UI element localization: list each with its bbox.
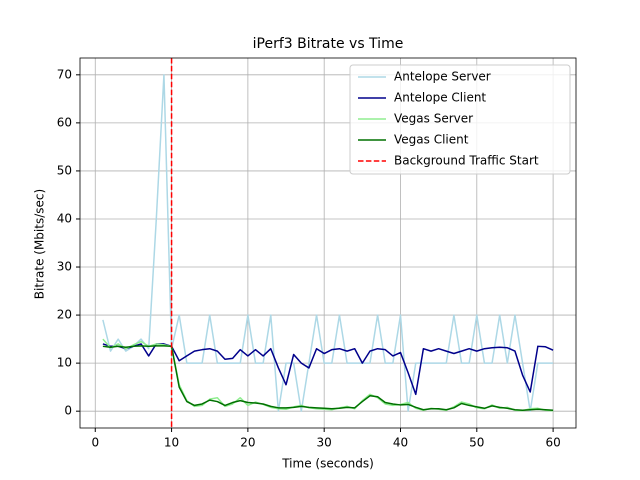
legend-label: Background Traffic Start — [394, 154, 539, 168]
x-tick-label: 10 — [164, 436, 179, 450]
legend-label: Antelope Server — [394, 70, 491, 84]
chart-title: iPerf3 Bitrate vs Time — [253, 36, 404, 52]
legend-label: Vegas Client — [394, 133, 469, 147]
x-tick-label: 40 — [393, 436, 408, 450]
legend-box — [349, 64, 571, 175]
legend: Antelope Server Antelope Client Vegas Serv… — [349, 64, 571, 175]
plot-frame — [79, 57, 577, 429]
x-tick-label: 0 — [91, 436, 99, 450]
y-tick-label: 0 — [64, 404, 72, 418]
y-axis-label: Bitrate (Mbits/sec) — [33, 189, 47, 299]
y-tick-label: 20 — [57, 308, 72, 322]
x-tick-label: 50 — [469, 436, 484, 450]
y-tick-label: 40 — [57, 211, 72, 225]
series-line — [102, 345, 554, 411]
x-axis-label: Time (seconds) — [281, 457, 374, 471]
legend-label: Antelope Client — [394, 91, 486, 105]
series-line — [102, 343, 554, 396]
x-tick-label: 20 — [240, 436, 255, 450]
series-line — [102, 74, 554, 412]
y-tick-label: 10 — [57, 356, 72, 370]
x-tick-label: 60 — [545, 436, 560, 450]
y-tick-label: 30 — [57, 260, 72, 274]
y-tick-label: 60 — [57, 115, 72, 129]
y-tick-label: 50 — [57, 163, 72, 177]
legend-label: Vegas Server — [394, 112, 473, 126]
y-tick-label: 70 — [57, 67, 72, 81]
x-tick-label: 30 — [317, 436, 332, 450]
